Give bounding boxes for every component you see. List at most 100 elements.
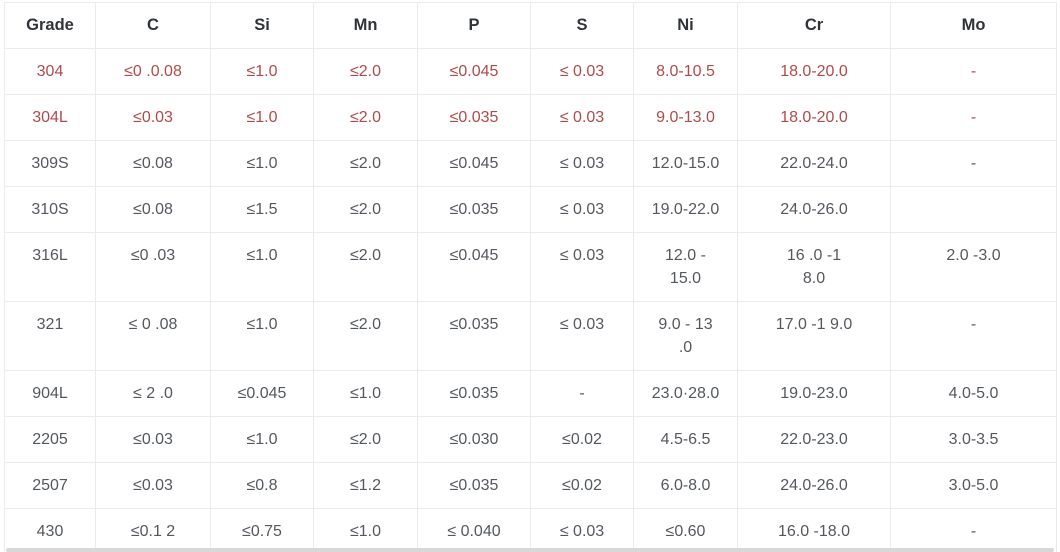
table-row-316l: 316L ≤0 .03 ≤1.0 ≤2.0 ≤0.045 ≤ 0.03 12.0 - 15.… (4, 232, 1057, 302)
value-cell: 24.0-26.0 (737, 462, 891, 509)
value-cell: 12.0 - 15.0 (633, 232, 738, 302)
value-cell: ≤1.0 (210, 48, 314, 95)
value-cell: ≤0.02 (530, 416, 634, 463)
value-cell: ≤2.0 (313, 94, 418, 141)
value-cell: ≤1.5 (210, 186, 314, 233)
value-cell: 17.0 -1 9.0 (737, 301, 891, 371)
value-cell: ≤2.0 (313, 232, 418, 302)
value-cell: ≤0.035 (417, 301, 531, 371)
column-header-cr: Cr (737, 2, 891, 49)
value-cell: ≤1.0 (210, 140, 314, 187)
table-row-304: 304 ≤0 .0.08 ≤1.0 ≤2.0 ≤0.045 ≤ 0.03 8.0-10.5 1… (4, 48, 1057, 95)
table-row-310s: 310S ≤0.08 ≤1.5 ≤2.0 ≤0.035 ≤ 0.03 19.0-22.0 24… (4, 186, 1057, 233)
value-cell: ≤ 2 .0 (95, 370, 211, 417)
column-header-p: P (417, 2, 531, 49)
value-cell: ≤ 0.03 (530, 232, 634, 302)
value-cell: ≤0.1 2 (95, 508, 211, 552)
value-cell: 22.0-23.0 (737, 416, 891, 463)
value-cell: ≤2.0 (313, 140, 418, 187)
value-cell: 2.0 -3.0 (890, 232, 1057, 302)
grade-cell: 321 (4, 301, 96, 371)
header-row: Grade C Si Mn P S Ni Cr Mo (4, 2, 1057, 49)
value-cell: ≤1.0 (210, 94, 314, 141)
value-cell: 4.5-6.5 (633, 416, 738, 463)
column-header-s: S (530, 2, 634, 49)
value-cell: ≤ 0.03 (530, 140, 634, 187)
table-row-304l: 304L ≤0.03 ≤1.0 ≤2.0 ≤0.035 ≤ 0.03 9.0-13.0 18.… (4, 94, 1057, 141)
value-cell: ≤0.03 (95, 462, 211, 509)
value-cell: ≤1.2 (313, 462, 418, 509)
value-cell: ≤ 0.03 (530, 301, 634, 371)
value-cell: ≤1.0 (210, 416, 314, 463)
grade-cell: 430 (4, 508, 96, 552)
horizontal-scrollbar-thumb[interactable] (6, 548, 1054, 552)
value-cell: ≤0.75 (210, 508, 314, 552)
value-cell: 3.0-3.5 (890, 416, 1057, 463)
value-cell: 23.0·28.0 (633, 370, 738, 417)
value-cell: ≤0.60 (633, 508, 738, 552)
value-cell: 19.0-23.0 (737, 370, 891, 417)
value-cell: ≤2.0 (313, 186, 418, 233)
value-cell: 9.0 - 13 .0 (633, 301, 738, 371)
column-header-c: C (95, 2, 211, 49)
grade-cell: 2205 (4, 416, 96, 463)
column-header-grade: Grade (4, 2, 96, 49)
value-cell: 16 .0 -1 8.0 (737, 232, 891, 302)
value-cell: - (890, 301, 1057, 371)
value-cell: ≤1.0 (210, 301, 314, 371)
value-cell: ≤1.0 (313, 370, 418, 417)
value-cell: ≤0.08 (95, 140, 211, 187)
value-cell: ≤0.8 (210, 462, 314, 509)
value-cell: - (890, 508, 1057, 552)
table-row-430: 430 ≤0.1 2 ≤0.75 ≤1.0 ≤ 0.040 ≤ 0.03 ≤0.60 16.0… (4, 508, 1057, 552)
value-cell: ≤0.03 (95, 416, 211, 463)
column-header-ni: Ni (633, 2, 738, 49)
value-cell: ≤ 0.03 (530, 94, 634, 141)
grade-cell: 309S (4, 140, 96, 187)
value-cell: ≤0.08 (95, 186, 211, 233)
composition-table: Grade C Si Mn P S Ni Cr Mo 304 ≤0 .0.08 ≤1.0 ≤2.0 ≤0… (4, 2, 1057, 552)
value-cell: ≤0.035 (417, 94, 531, 141)
value-cell: ≤0.045 (417, 232, 531, 302)
value-cell: 22.0-24.0 (737, 140, 891, 187)
value-cell: 19.0-22.0 (633, 186, 738, 233)
column-header-mn: Mn (313, 2, 418, 49)
grade-cell: 904L (4, 370, 96, 417)
value-cell: ≤2.0 (313, 416, 418, 463)
value-cell: ≤2.0 (313, 301, 418, 371)
value-cell: 18.0-20.0 (737, 48, 891, 95)
value-cell: ≤0.045 (210, 370, 314, 417)
value-cell: - (890, 94, 1057, 141)
column-header-si: Si (210, 2, 314, 49)
table-body: 304 ≤0 .0.08 ≤1.0 ≤2.0 ≤0.045 ≤ 0.03 8.0-10.5 1… (4, 48, 1057, 552)
value-cell: ≤0.035 (417, 462, 531, 509)
value-cell: ≤0 .0.08 (95, 48, 211, 95)
value-cell: ≤ 0 .08 (95, 301, 211, 371)
value-cell: ≤0.045 (417, 48, 531, 95)
value-cell: ≤ 0.03 (530, 48, 634, 95)
value-cell: ≤0.03 (95, 94, 211, 141)
value-cell: 24.0-26.0 (737, 186, 891, 233)
value-cell: ≤0.035 (417, 186, 531, 233)
table-row-2205: 2205 ≤0.03 ≤1.0 ≤2.0 ≤0.030 ≤0.02 4.5-6.5 22.0-… (4, 416, 1057, 463)
value-cell: 6.0-8.0 (633, 462, 738, 509)
value-cell: ≤0.02 (530, 462, 634, 509)
value-cell: 3.0-5.0 (890, 462, 1057, 509)
value-cell: 4.0-5.0 (890, 370, 1057, 417)
grade-cell: 310S (4, 186, 96, 233)
value-cell: - (890, 48, 1057, 95)
value-cell: ≤0.045 (417, 140, 531, 187)
value-cell: ≤2.0 (313, 48, 418, 95)
value-cell: ≤ 0.03 (530, 186, 634, 233)
grade-cell: 316L (4, 232, 96, 302)
value-cell: ≤ 0.03 (530, 508, 634, 552)
table-row-309s: 309S ≤0.08 ≤1.0 ≤2.0 ≤0.045 ≤ 0.03 12.0-15.0 22… (4, 140, 1057, 187)
column-header-mo: Mo (890, 2, 1057, 49)
value-cell: ≤0.035 (417, 370, 531, 417)
value-cell: 12.0-15.0 (633, 140, 738, 187)
value-cell: 18.0-20.0 (737, 94, 891, 141)
value-cell: - (890, 140, 1057, 187)
value-cell: ≤0.030 (417, 416, 531, 463)
table-row-2507: 2507 ≤0.03 ≤0.8 ≤1.2 ≤0.035 ≤0.02 6.0-8.0 24.0-… (4, 462, 1057, 509)
value-cell: ≤1.0 (210, 232, 314, 302)
